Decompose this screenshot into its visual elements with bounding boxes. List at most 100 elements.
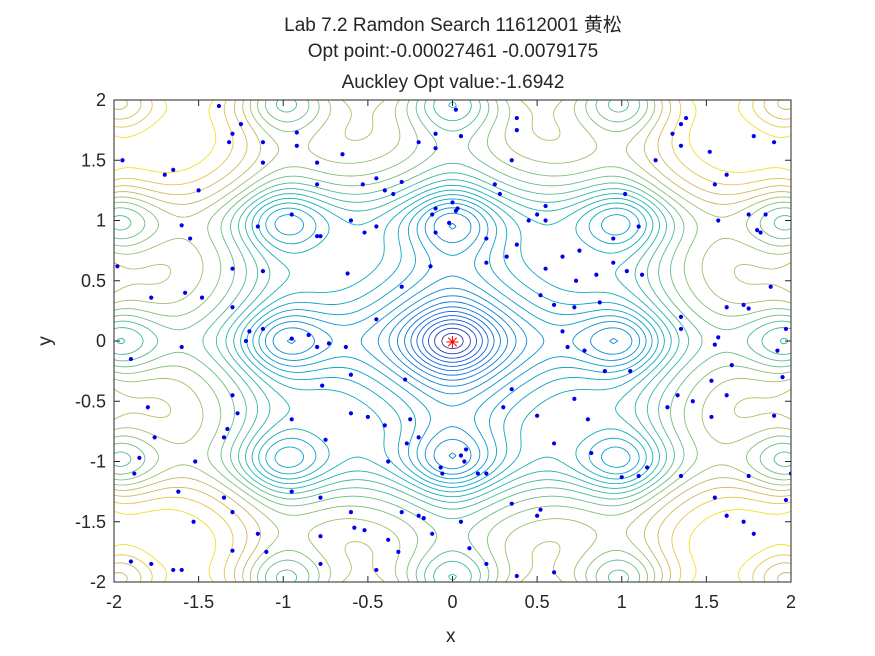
sample-point [365, 414, 370, 420]
sample-point [179, 567, 184, 573]
sample-point [678, 143, 684, 148]
sample-point [260, 140, 266, 145]
sample-point [678, 326, 684, 332]
sample-point [755, 228, 760, 233]
sample-point [450, 200, 455, 205]
y-tick-label: -1 [90, 452, 106, 472]
contour-level-26 [114, 100, 791, 582]
sample-point [386, 459, 391, 464]
contour-level-8 [396, 301, 509, 381]
sample-point [247, 329, 252, 334]
sample-point [396, 549, 401, 554]
sample-point [318, 495, 323, 500]
sample-point [678, 473, 684, 479]
sample-point [497, 191, 502, 197]
sample-point [216, 103, 222, 109]
sample-point [188, 236, 193, 241]
sample-point [775, 348, 780, 353]
sample-point [230, 131, 235, 136]
sample-point [421, 516, 426, 521]
x-tick-label: 2 [786, 592, 796, 612]
y-tick-label: 2 [96, 90, 106, 110]
sample-point [289, 336, 294, 341]
sample-point [399, 284, 404, 289]
sample-point [577, 248, 582, 253]
sample-point [318, 534, 323, 539]
sample-point [675, 393, 680, 398]
sample-point [260, 326, 266, 332]
sample-point [645, 465, 650, 470]
sample-point [509, 158, 514, 163]
sample-point [724, 172, 729, 177]
sample-point [484, 471, 489, 476]
sample-point [447, 220, 452, 226]
sample-point [348, 218, 354, 223]
sample-point [709, 414, 714, 420]
y-tick-label: -0.5 [75, 391, 106, 411]
contour-level-18 [114, 100, 791, 582]
sample-point [145, 405, 150, 410]
x-tick-label: 1.5 [694, 592, 719, 612]
sample-point [712, 495, 717, 500]
sample-point [343, 344, 348, 350]
x-tick-label: -1 [275, 592, 291, 612]
sample-point [624, 269, 629, 274]
sample-point [501, 405, 506, 410]
sample-point [653, 158, 658, 163]
sample-point [678, 314, 684, 319]
sample-point [453, 107, 458, 112]
sample-point [132, 471, 137, 476]
sample-point [585, 417, 591, 422]
sample-point [514, 242, 519, 247]
sample-point [597, 300, 602, 305]
sample-point [260, 160, 266, 165]
sample-point [619, 475, 624, 480]
sample-point [535, 513, 540, 518]
sample-point [348, 411, 354, 416]
sample-point [326, 341, 332, 346]
sample-point [780, 375, 785, 380]
sample-point [771, 413, 777, 418]
sample-point [264, 549, 269, 554]
sample-point [345, 271, 350, 276]
sample-point [758, 230, 763, 235]
sample-point [484, 236, 489, 241]
sample-point [362, 230, 367, 235]
sample-point [716, 218, 721, 223]
sample-point [348, 510, 354, 515]
contour-level-17 [116, 101, 789, 581]
sample-point [318, 561, 323, 567]
sample-point [453, 208, 458, 213]
sample-point [783, 326, 789, 332]
sample-point [538, 293, 543, 298]
sample-point [226, 140, 232, 145]
contour-level-5 [416, 315, 489, 367]
sample-point [152, 435, 157, 440]
sample-point [746, 473, 751, 479]
sample-point [315, 234, 320, 239]
sample-point [526, 218, 531, 223]
x-tick-label: -1.5 [183, 592, 214, 612]
y-tick-label: -1.5 [75, 512, 106, 532]
contour-level-13 [252, 198, 653, 484]
sample-point [120, 158, 125, 163]
sample-point [230, 393, 235, 398]
sample-point [374, 567, 379, 573]
sample-point [514, 128, 519, 133]
sample-point [670, 131, 675, 136]
contour-level-23 [114, 100, 791, 582]
contour-level-1 [441, 332, 464, 350]
sample-point [438, 465, 443, 470]
sample-point [230, 305, 235, 310]
sample-point [235, 411, 240, 416]
sample-point [636, 473, 641, 479]
sample-point [484, 260, 489, 265]
sample-point [176, 489, 181, 494]
sample-point [724, 393, 729, 398]
sample-point [712, 182, 717, 187]
sample-point [467, 546, 472, 551]
sample-point [535, 413, 540, 418]
optimum-marker-stroke [447, 337, 458, 347]
sample-point [538, 507, 543, 512]
